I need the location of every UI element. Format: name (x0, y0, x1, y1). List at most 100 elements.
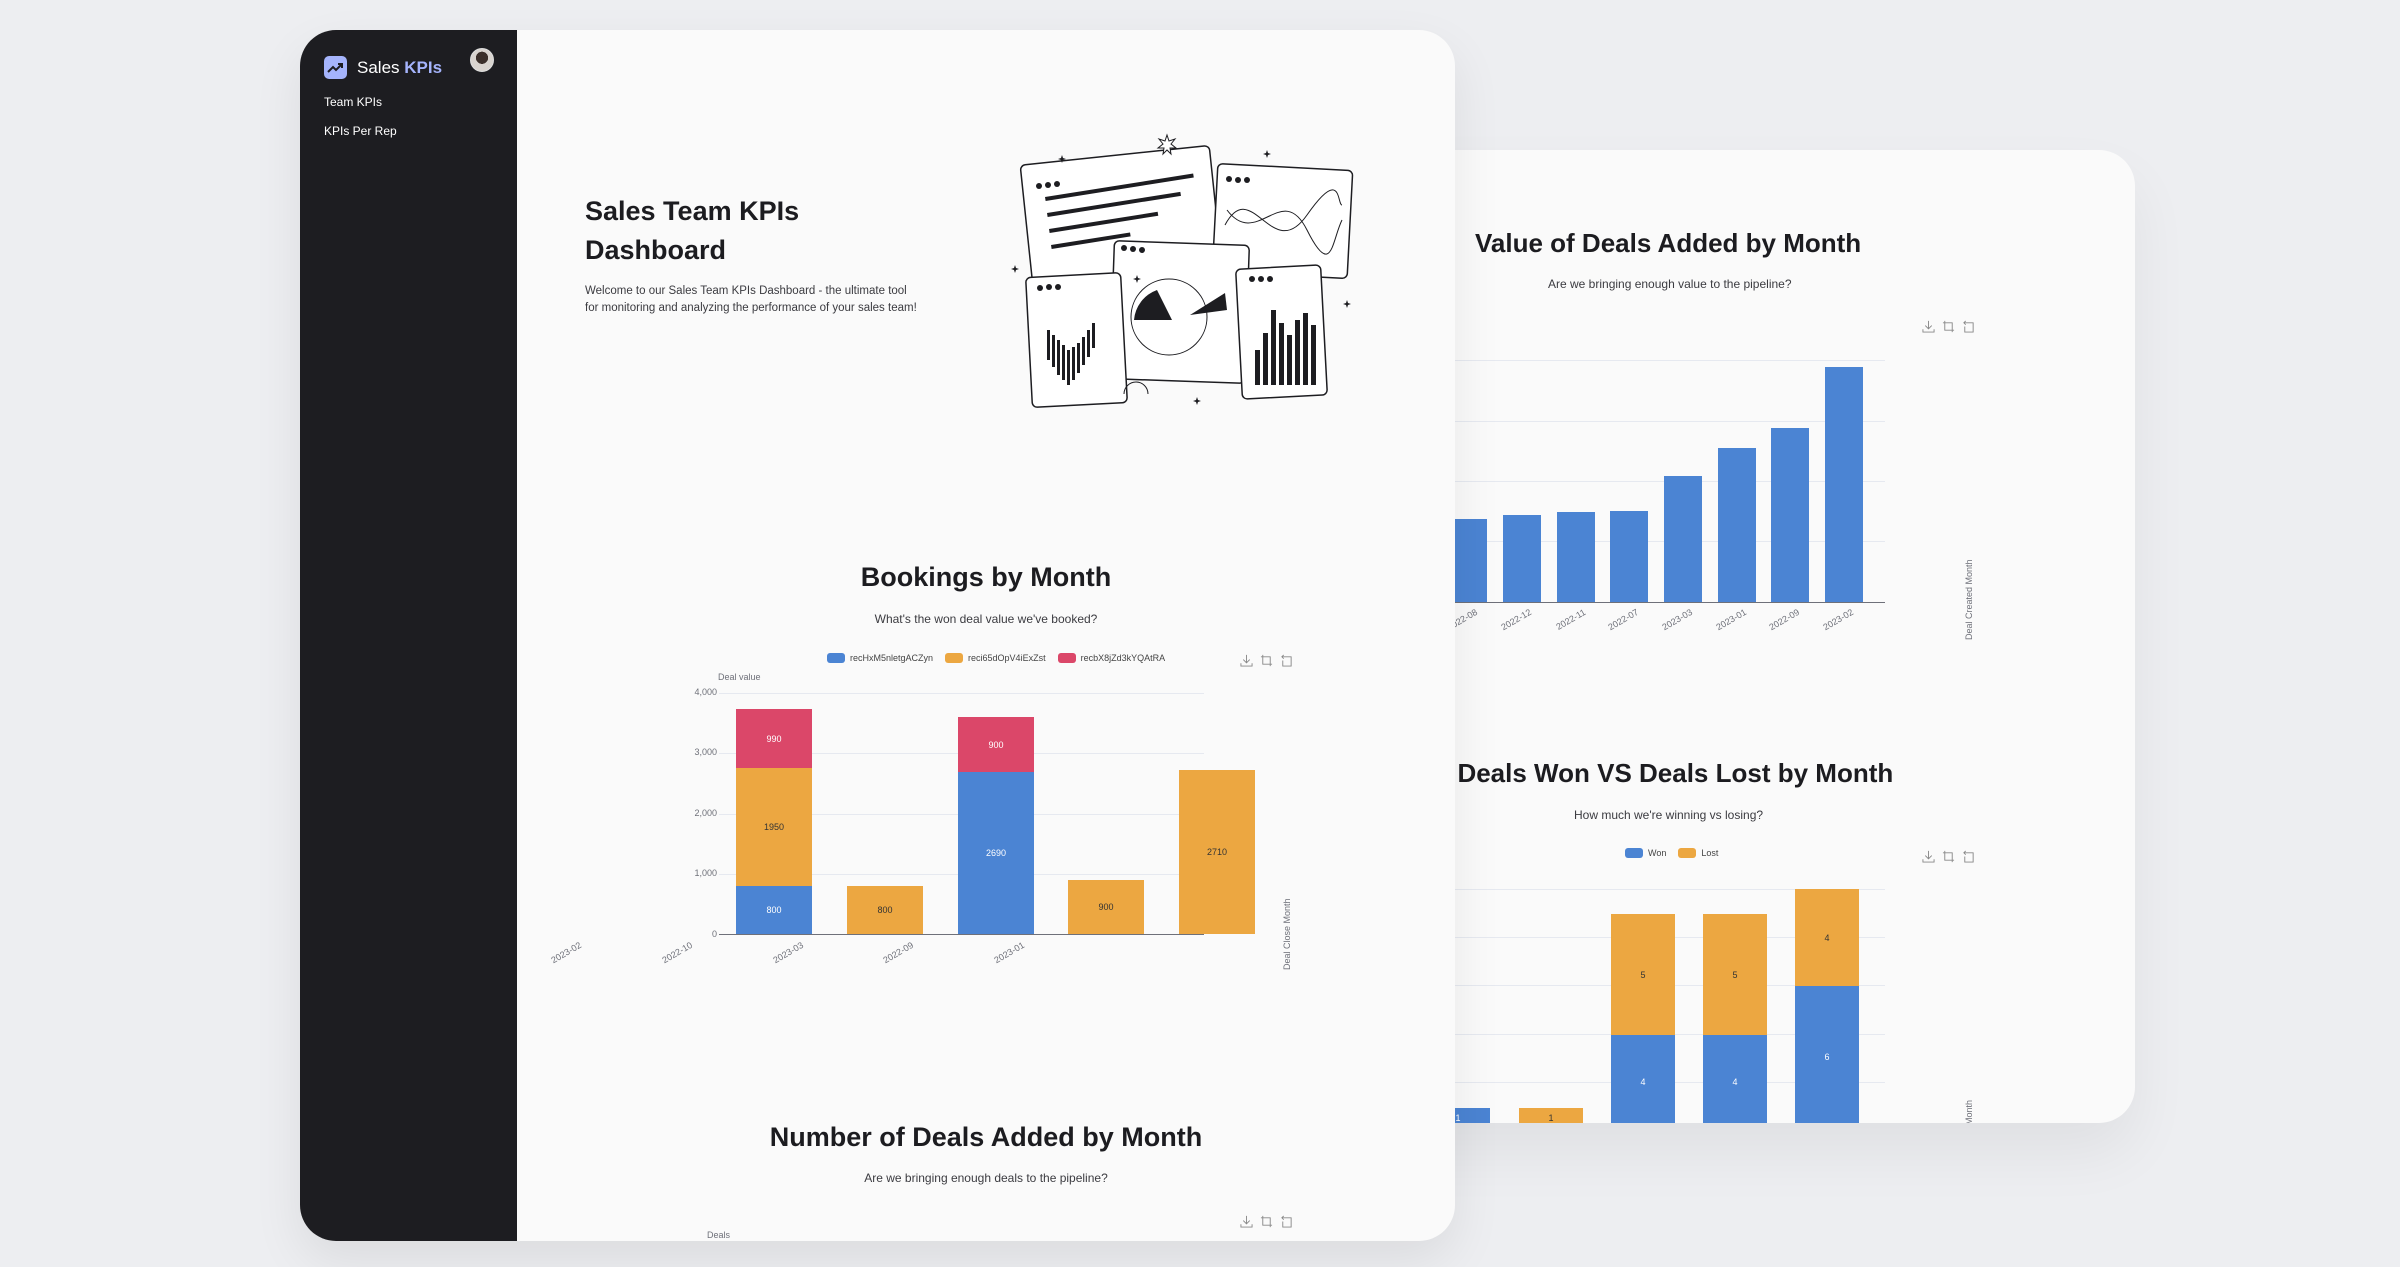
value-bar[interactable] (1825, 367, 1863, 602)
value-bar[interactable] (1610, 511, 1648, 602)
legend-swatch-icon (945, 653, 964, 663)
legend-label: recHxM5nletgACZyn (850, 653, 934, 663)
sidebar-item-team-kpis[interactable]: Team KPIs (324, 95, 383, 109)
legend-item-series-3[interactable]: recbX8jZd3kYQAtRA (1057, 653, 1166, 663)
legend-swatch-icon (1678, 848, 1697, 858)
bookings-subtitle: What's the won deal value we've booked? (874, 612, 1098, 626)
main-content: Sales Team KPIs Dashboard Welcome to our… (517, 30, 1455, 1241)
deals-added-title: Number of Deals Added by Month (769, 1122, 1203, 1152)
x-tick-label: 2022-07 (1606, 607, 1640, 633)
bookings-bar-orange[interactable]: 800 (847, 886, 923, 934)
user-avatar[interactable] (470, 48, 494, 72)
value-added-toolbox (1922, 320, 1975, 333)
y-tick-label: 1,000 (694, 868, 717, 878)
value-bar[interactable] (1771, 428, 1809, 602)
lost-bar[interactable]: 5 (1703, 914, 1767, 1035)
data-zoom-icon[interactable] (1260, 1215, 1273, 1228)
x-tick-label: 2022-10 (660, 940, 694, 966)
bookings-bar-red[interactable]: 990 (736, 709, 812, 768)
bookings-bar-blue[interactable]: 2690 (958, 772, 1034, 934)
restore-icon[interactable] (1280, 654, 1293, 667)
legend-label: Won (1648, 848, 1667, 858)
value-added-title: Value of Deals Added by Month (1475, 228, 1862, 258)
sidebar: Sales KPIs Team KPIs KPIs Per Rep (300, 30, 517, 1241)
won-lost-title: ber of Deals Won VS Deals Lost by Month (1380, 758, 1894, 788)
value-bar[interactable] (1557, 512, 1595, 602)
legend-label: Lost (1701, 848, 1719, 858)
bookings-bar-orange[interactable]: 1950 (736, 768, 812, 886)
lost-bar[interactable]: 4 (1795, 889, 1859, 986)
brand-name: Sales KPIs (357, 57, 443, 77)
data-zoom-icon[interactable] (1260, 654, 1273, 667)
y-tick-label: 3,000 (694, 747, 717, 757)
legend-label: reci65dOpV4iExZst (968, 653, 1046, 663)
value-added-subtitle: Are we bringing enough value to the pipe… (1548, 277, 1792, 291)
dashboard-illustration (1011, 133, 1354, 408)
bookings-title: Bookings by Month (860, 562, 1112, 592)
deals-added-subtitle: Are we bringing enough deals to the pipe… (864, 1171, 1108, 1185)
secondary-dashboard-window: Value of Deals Added by Month Are we bri… (1380, 150, 2135, 1123)
won-lost-subtitle: How much we're winning vs losing? (1574, 808, 1764, 822)
bookings-bar-red[interactable]: 900 (958, 717, 1034, 772)
x-tick-label: 2022-12 (1499, 607, 1533, 633)
data-zoom-icon[interactable] (1942, 320, 1955, 333)
x-axis-name: Month (1964, 1099, 1974, 1123)
download-icon[interactable] (1240, 654, 1253, 667)
x-tick-label: 2023-03 (1660, 607, 1694, 633)
x-tick-label: 2022-11 (1553, 607, 1587, 632)
legend-item-won[interactable]: Won (1625, 848, 1666, 858)
x-tick-label: 2023-03 (771, 940, 805, 966)
x-axis-name: Deal Created Month (1964, 559, 1974, 640)
brand[interactable]: Sales KPIs (324, 56, 517, 79)
main-dashboard-window: Sales KPIs Team KPIs KPIs Per Rep Sales … (300, 30, 1455, 1241)
value-bar[interactable] (1449, 519, 1487, 602)
won-lost-toolbox (1922, 850, 1975, 863)
download-icon[interactable] (1240, 1215, 1253, 1228)
won-bar[interactable]: 4 (1703, 1035, 1767, 1123)
sidebar-nav: Team KPIs KPIs Per Rep (324, 95, 517, 153)
restore-icon[interactable] (1962, 320, 1975, 333)
y-axis-name: Deals (707, 1230, 731, 1240)
data-zoom-icon[interactable] (1942, 850, 1955, 863)
bookings-bar-orange[interactable]: 2710 (1179, 770, 1255, 934)
x-tick-label: 2023-02 (549, 940, 583, 966)
lost-bar[interactable]: 5 (1611, 914, 1675, 1035)
won-bar[interactable]: 6 (1795, 986, 1859, 1123)
won-bar[interactable]: 4 (1611, 1035, 1675, 1123)
x-tick-label: 2022-09 (1767, 607, 1801, 633)
y-axis-name: Deal value (718, 672, 761, 682)
legend-label: recbX8jZd3kYQAtRA (1080, 653, 1166, 663)
y-tick-label: 2,000 (694, 808, 717, 818)
legend-item-series-1[interactable]: recHxM5nletgACZyn (827, 653, 933, 663)
restore-icon[interactable] (1280, 1215, 1293, 1228)
legend-swatch-icon (1625, 848, 1643, 858)
bookings-bar-orange[interactable]: 900 (1068, 880, 1144, 934)
legend-item-series-2[interactable]: reci65dOpV4iExZst (945, 653, 1046, 663)
y-tick-label: 4,000 (694, 687, 717, 697)
y-tick-label: 0 (711, 929, 717, 939)
value-bar[interactable] (1664, 476, 1702, 602)
deals-added-toolbox (1240, 1215, 1293, 1228)
x-tick-label: 2023-02 (1821, 607, 1855, 633)
legend-item-lost[interactable]: Lost (1678, 848, 1718, 858)
legend-swatch-icon (1057, 653, 1076, 663)
value-bar[interactable] (1503, 515, 1541, 602)
download-icon[interactable] (1922, 320, 1935, 333)
lost-bar[interactable]: 1 (1519, 1108, 1583, 1123)
page-description: Welcome to our Sales Team KPIs Dashboard… (585, 285, 917, 314)
value-bar[interactable] (1718, 448, 1756, 602)
x-tick-label: 2023-01 (992, 940, 1026, 966)
trending-up-icon (324, 56, 347, 79)
x-axis-name: Deal Close Month (1282, 898, 1292, 970)
bookings-bar-blue[interactable]: 800 (736, 886, 812, 934)
x-tick-label: 2023-01 (1714, 607, 1748, 633)
x-tick-label: 2022-09 (881, 940, 915, 966)
bookings-toolbox (1240, 654, 1293, 667)
bookings-legend: recHxM5nletgACZyn reci65dOpV4iExZst recb… (827, 653, 1165, 663)
download-icon[interactable] (1922, 850, 1935, 863)
sidebar-item-kpis-per-rep[interactable]: KPIs Per Rep (324, 124, 397, 138)
legend-swatch-icon (827, 653, 845, 663)
page-title: Sales Team KPIs Dashboard (585, 196, 800, 265)
won-lost-legend: Won Lost (1625, 848, 1718, 858)
restore-icon[interactable] (1962, 850, 1975, 863)
